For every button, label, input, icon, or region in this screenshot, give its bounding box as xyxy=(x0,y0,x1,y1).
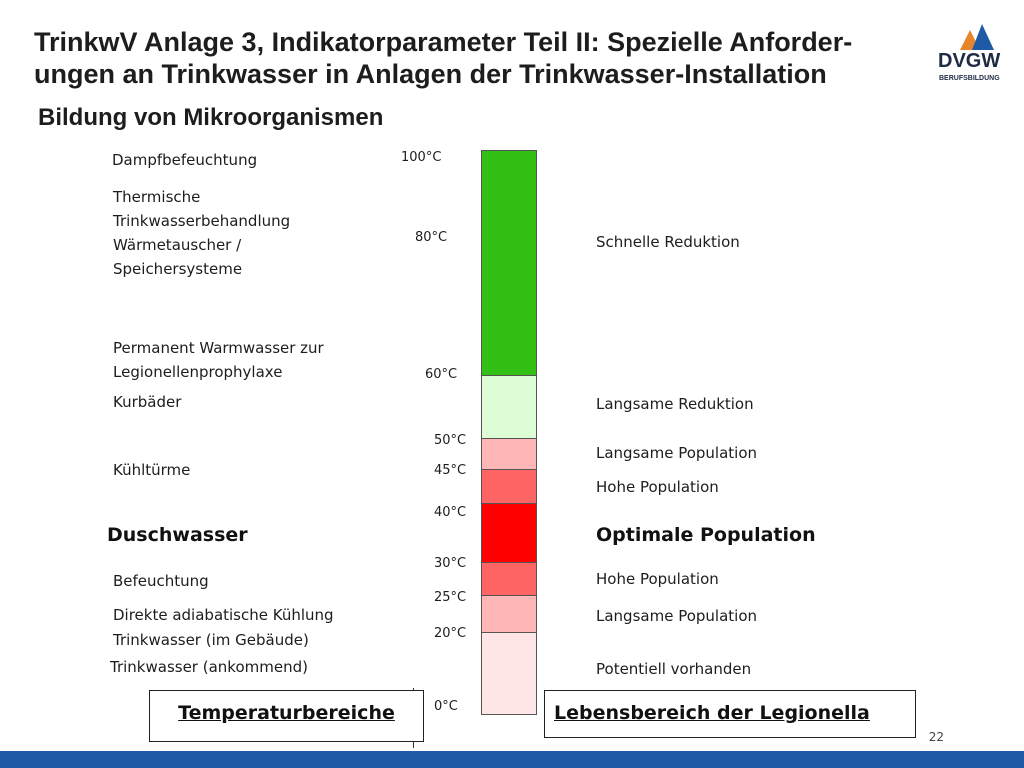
temp-label-50: 50°C xyxy=(434,433,467,448)
label-adiabatische-kuehlung: Direkte adiabatische Kühlung xyxy=(113,606,334,624)
label-dampfbefeuchtung: Dampfbefeuchtung xyxy=(112,151,258,169)
page-number: 22 xyxy=(928,730,944,744)
bar-segment-40-30 xyxy=(481,503,537,562)
temp-label-20: 20°C xyxy=(434,626,467,641)
temp-label-45: 45°C xyxy=(434,463,467,478)
label-langsame-population-1: Langsame Population xyxy=(596,444,758,462)
label-kurbaeder: Kurbäder xyxy=(113,393,182,411)
label-permanent-warmwasser: Permanent Warmwasser zur Legionellenprop… xyxy=(113,339,324,381)
temp-label-100: 100°C xyxy=(401,150,442,165)
label-befeuchtung: Befeuchtung xyxy=(113,572,209,590)
temp-label-0: 0°C xyxy=(434,699,458,714)
label-langsame-population-2: Langsame Population xyxy=(596,607,758,625)
box-temperaturbereiche: Temperaturbereiche xyxy=(149,690,424,742)
dvgw-logo-icon xyxy=(960,24,994,50)
label-trinkwasser-gebaeude: Trinkwasser (im Gebäude) xyxy=(113,631,309,649)
bar-segment-50-45 xyxy=(481,438,537,469)
temp-label-80: 80°C xyxy=(415,230,448,245)
bar-segment-20-0 xyxy=(481,632,537,715)
box-lebensbereich-legionella: Lebensbereich der Legionella xyxy=(544,690,916,738)
label-duschwasser: Duschwasser xyxy=(107,524,248,546)
label-schnelle-reduktion: Schnelle Reduktion xyxy=(596,233,740,251)
bar-segment-25-20 xyxy=(481,595,537,632)
bar-segment-45-40 xyxy=(481,469,537,503)
label-langsame-reduktion: Langsame Reduktion xyxy=(596,395,754,413)
temp-label-60: 60°C xyxy=(425,367,458,382)
label-thermische-behandlung: Thermische Trinkwasserbehandlung Wärmeta… xyxy=(113,188,291,278)
label-hohe-population-2: Hohe Population xyxy=(596,570,719,588)
footer-bar xyxy=(0,751,1024,768)
temp-label-25: 25°C xyxy=(434,590,467,605)
label-hohe-population-1: Hohe Population xyxy=(596,478,719,496)
temp-label-40: 40°C xyxy=(434,505,467,520)
label-optimale-population: Optimale Population xyxy=(596,524,816,546)
bar-segment-100-60 xyxy=(481,150,537,375)
label-potentiell-vorhanden: Potentiell vorhanden xyxy=(596,660,752,678)
label-trinkwasser-ankommend: Trinkwasser (ankommend) xyxy=(110,658,308,676)
dvgw-logo-text: DVGW xyxy=(938,50,1001,72)
label-kuehltuerme: Kühltürme xyxy=(113,461,191,479)
dvgw-logo: DVGW BERUFSBILDUNG xyxy=(936,20,1002,88)
temp-label-30: 30°C xyxy=(434,556,467,571)
slide-title: TrinkwV Anlage 3, Indikatorparameter Tei… xyxy=(34,27,853,89)
slide-subtitle: Bildung von Mikroorganismen xyxy=(38,104,384,131)
dvgw-logo-subtext: BERUFSBILDUNG xyxy=(939,75,1000,82)
bar-segment-30-25 xyxy=(481,562,537,595)
bar-segment-60-50 xyxy=(481,375,537,438)
